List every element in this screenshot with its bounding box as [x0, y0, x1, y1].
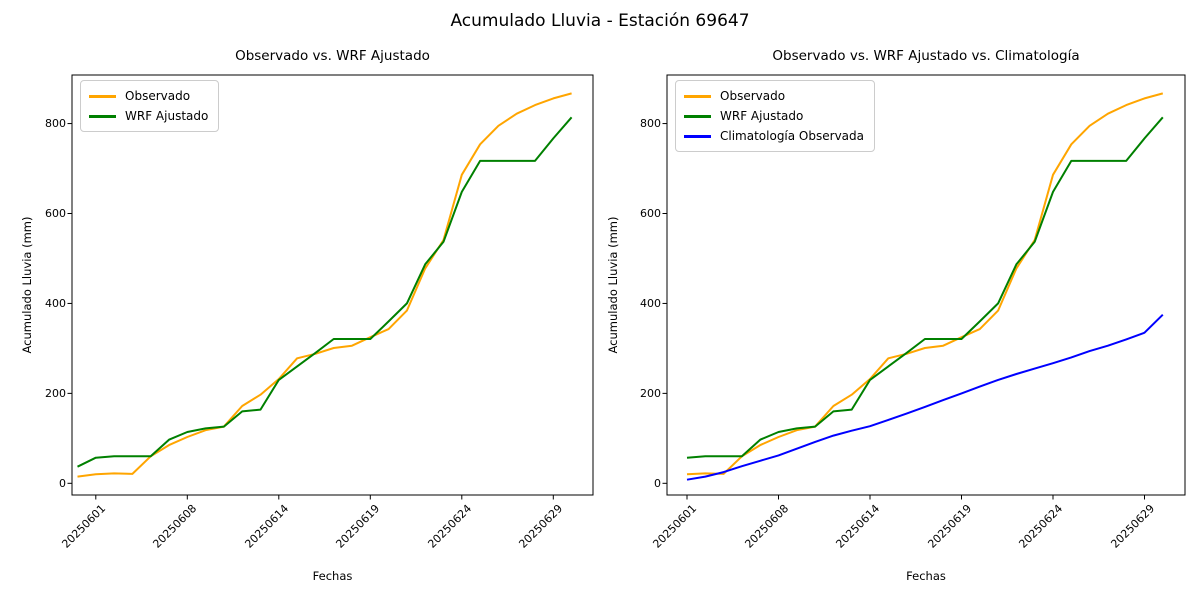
- legend-label: Observado: [125, 89, 191, 103]
- line-observado: [77, 92, 572, 478]
- left-y-tick-label: 800: [45, 117, 66, 131]
- left-axes-frame: [71, 74, 594, 496]
- legend-right: Observado WRF Ajustado Climatología Observ…: [675, 80, 875, 152]
- legend-item: Observado: [684, 86, 864, 106]
- left-plot-title: Observado vs. WRF Ajustado: [235, 48, 430, 64]
- legend-label: WRF Ajustado: [720, 109, 804, 123]
- legend-item: Climatología Observada: [684, 126, 864, 146]
- right-axes-frame: [666, 74, 1186, 496]
- line-wrf-ajustado: [686, 116, 1164, 459]
- left-y-axis-label: Acumulado Lluvia (mm): [20, 216, 34, 354]
- line-observado: [686, 92, 1164, 476]
- left-y-tick-label: 400: [45, 296, 66, 310]
- line-wrf-ajustado: [77, 116, 573, 468]
- figure-suptitle: Acumulado Lluvia - Estación 69647: [450, 11, 750, 31]
- right-x-axis-label: Fechas: [906, 569, 946, 583]
- right-y-tick-label: 400: [640, 296, 661, 310]
- left-y-tick-label: 600: [45, 207, 66, 220]
- legend-line-swatch: [89, 94, 116, 98]
- legend-item: Observado: [89, 86, 208, 106]
- legend-label: Observado: [720, 89, 786, 103]
- legend-item: WRF Ajustado: [89, 106, 208, 126]
- legend-line-swatch: [684, 94, 711, 98]
- legend-line-swatch: [89, 114, 116, 118]
- left-x-axis-label: Fechas: [312, 569, 353, 583]
- right-y-axis-label: Acumulado Lluvia (mm): [606, 216, 620, 354]
- left-y-tick-label: 200: [45, 386, 66, 400]
- right-y-tick-label: 600: [640, 207, 661, 220]
- left-y-tick-label: 0: [59, 476, 66, 490]
- right-y-tick-label: 800: [640, 117, 661, 131]
- legend-line-swatch: [684, 114, 711, 118]
- right-plot-title: Observado vs. WRF Ajustado vs. Climatolo…: [772, 48, 1080, 64]
- legend-left: Observado WRF Ajustado: [80, 80, 220, 132]
- legend-label: Climatología Observada: [720, 129, 864, 143]
- legend-line-swatch: [684, 134, 711, 138]
- line-climatolog-a-observada: [686, 313, 1164, 481]
- legend-label: WRF Ajustado: [125, 109, 209, 123]
- legend-item: WRF Ajustado: [684, 106, 864, 126]
- right-y-tick-label: 200: [640, 386, 661, 400]
- right-y-tick-label: 0: [654, 476, 661, 490]
